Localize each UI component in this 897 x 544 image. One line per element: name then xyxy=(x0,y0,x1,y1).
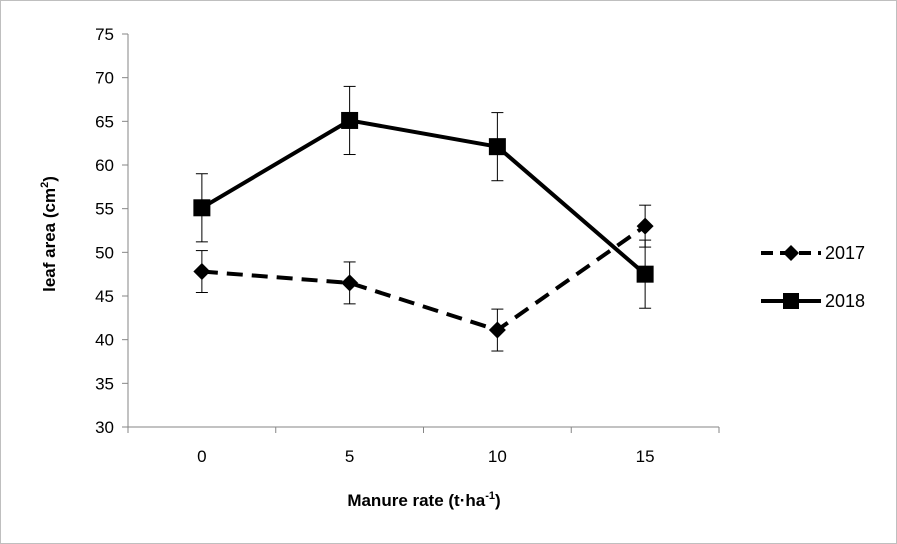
data-point-2017 xyxy=(341,274,359,292)
legend-label-2018: 2018 xyxy=(825,291,865,311)
x-axis-title: Manure rate (t·ha-1) xyxy=(347,490,500,510)
y-axis-title-text: leaf area (cm xyxy=(40,188,59,292)
legend: 2017 2018 xyxy=(761,243,865,311)
y-tick-label: 45 xyxy=(95,287,114,306)
x-tick-label: 5 xyxy=(345,447,354,466)
y-tick-label: 75 xyxy=(95,25,114,44)
x-tick-label: 0 xyxy=(197,447,206,466)
y-tick-label: 60 xyxy=(95,156,114,175)
y-tick-label: 30 xyxy=(95,418,114,437)
data-point-2018 xyxy=(341,111,359,129)
x-tick-label: 15 xyxy=(636,447,655,466)
y-tick-label: 55 xyxy=(95,200,114,219)
legend-marker-2018 xyxy=(783,293,799,309)
legend-item-2017: 2017 xyxy=(761,243,865,263)
y-tick-label: 65 xyxy=(95,112,114,131)
y-tick-label: 50 xyxy=(95,243,114,262)
series-line-2017 xyxy=(201,224,647,333)
series-2018 xyxy=(193,85,654,309)
y-tick-label: 70 xyxy=(95,69,114,88)
x-axis-title-text: Manure rate (t·ha xyxy=(347,491,485,510)
series-line-2018 xyxy=(200,118,647,276)
series-2017 xyxy=(193,204,654,352)
data-point-2018 xyxy=(636,265,654,283)
data-point-2018 xyxy=(488,138,506,156)
legend-item-2018: 2018 xyxy=(761,291,865,311)
legend-label-2017: 2017 xyxy=(825,243,865,263)
data-point-2017 xyxy=(193,263,211,281)
x-tick-label: 10 xyxy=(488,447,507,466)
data-point-2018 xyxy=(193,199,211,217)
y-axis-title-sup: 2 xyxy=(39,182,51,188)
y-tick-label: 35 xyxy=(95,374,114,393)
data-point-2017 xyxy=(636,217,654,235)
y-axis-title: leaf area (cm2) xyxy=(39,176,59,292)
legend-marker-2017 xyxy=(783,245,799,261)
data-point-2017 xyxy=(488,321,506,339)
axes: 30 35 40 45 50 55 60 65 70 75 0 5 10 15 xyxy=(95,25,720,466)
y-axis-title-end: ) xyxy=(40,176,59,182)
y-tick-label: 40 xyxy=(95,331,114,350)
x-axis-title-end: ) xyxy=(495,491,501,510)
x-axis-title-sup: -1 xyxy=(485,490,495,502)
series-layer xyxy=(193,85,654,352)
